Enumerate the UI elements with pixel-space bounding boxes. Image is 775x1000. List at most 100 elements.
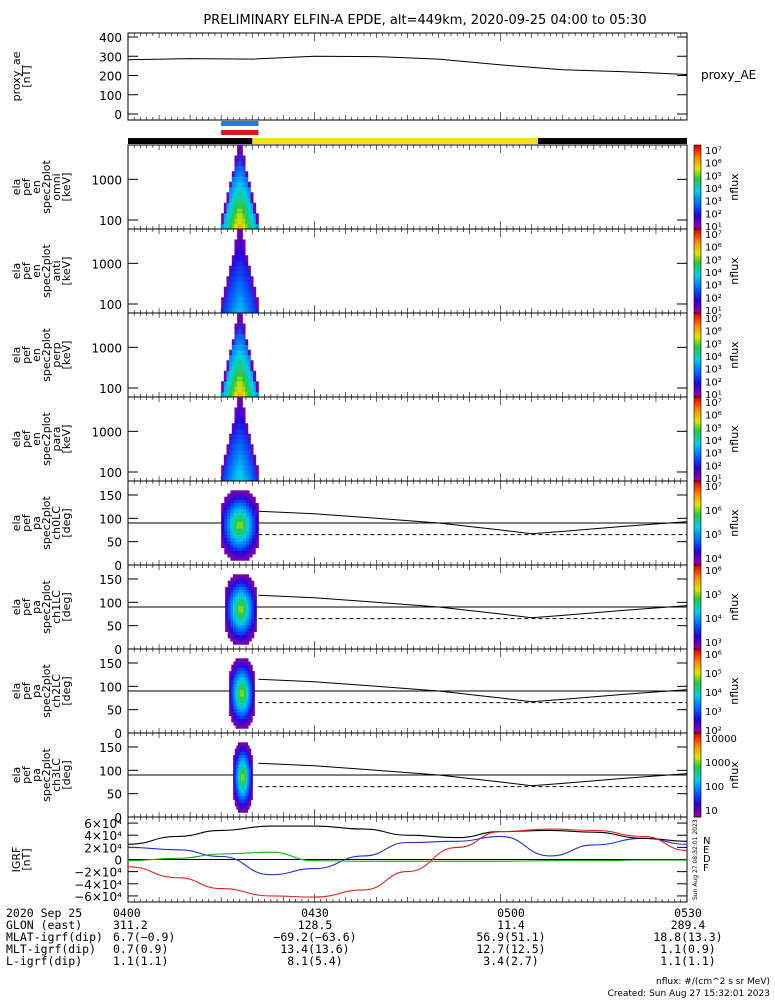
spectrogram-cell (239, 370, 243, 377)
pitch-angle-cell (236, 493, 241, 498)
colorbar-swatch (694, 470, 701, 474)
colorbar-swatch (694, 155, 701, 159)
colorbar-swatch (694, 613, 701, 616)
pitch-angle-cell (237, 661, 241, 666)
pitch-angle-cell (242, 758, 245, 762)
colorbar-swatch (694, 357, 701, 360)
pitch-angle-cell (224, 525, 228, 529)
pitch-angle-cell (252, 525, 256, 529)
pitch-angle-cell (240, 583, 244, 588)
spectrogram-cell (250, 449, 254, 456)
colorbar-tick-label: 10⁷ (705, 146, 722, 157)
pitch-angle-cell (239, 496, 244, 501)
colorbar-swatch (694, 527, 701, 530)
colorbar-swatch (694, 336, 701, 339)
pitch-angle-cell (242, 761, 245, 766)
spectrogram-cell (229, 218, 233, 225)
y-tick-label: 100 (99, 382, 122, 396)
spectrogram-cell (237, 313, 241, 319)
pitch-angle-cell (227, 534, 231, 539)
spectrogram-cell (242, 276, 246, 282)
pitch-angle-cell (244, 770, 247, 775)
pitch-angle-cell (242, 799, 245, 804)
y-axis-label-line: [keV] (60, 341, 73, 370)
pitch-angle-cell (232, 606, 236, 610)
pitch-angle-cell (248, 609, 252, 613)
proxy-ae-series-label: proxy_AE (701, 68, 756, 82)
colorbar-swatch (694, 672, 701, 675)
colorbar-swatch (694, 432, 701, 436)
spectrogram-cell (226, 307, 230, 314)
spectrogram-cell (250, 281, 254, 288)
spectrogram-cell (223, 292, 227, 298)
footer-value: 8.1(5.4) (287, 954, 342, 968)
pitch-angle-cell (244, 793, 247, 797)
colorbar-swatch (694, 384, 701, 387)
pitch-angle-cell (255, 518, 259, 523)
colorbar-swatch (694, 346, 701, 350)
pitch-angle-cell (246, 515, 250, 520)
pitch-angle-cell (241, 712, 245, 717)
pitch-angle-cell (248, 699, 251, 704)
spectrogram-cell (245, 465, 249, 471)
pitch-angle-cell (247, 770, 250, 775)
pitch-angle-cell (236, 780, 239, 785)
pitch-angle-cell (236, 805, 239, 810)
pitch-angle-cell (224, 534, 228, 539)
pitch-angle-cell (252, 550, 256, 555)
science-zone-red (221, 130, 259, 135)
pitch-angle-cell (232, 587, 236, 591)
pitch-angle-cell (233, 706, 236, 710)
colorbar-swatch (694, 145, 701, 148)
pitch-angle-cell (221, 506, 225, 510)
pitch-angle-cell (234, 793, 237, 797)
pitch-angle-cell (246, 802, 249, 807)
pitch-angle-cell (221, 515, 225, 520)
spectrogram-cell (247, 360, 251, 366)
pitch-angle-cell (253, 625, 257, 629)
pitch-angle-cell (247, 799, 250, 804)
colorbar-swatch (694, 512, 701, 516)
colorbar-tick-label: 1000 (705, 758, 730, 769)
spectrogram-cell (237, 397, 241, 403)
pitch-angle-cell (248, 715, 251, 720)
colorbar-tick-label: 10⁵ (705, 255, 722, 266)
spectrogram-cell (237, 244, 241, 251)
spectrogram-cell (239, 202, 243, 209)
pitch-angle-cell (241, 696, 245, 701)
pitch-angle-cell (239, 538, 244, 542)
spectrogram-cell (245, 255, 249, 261)
colorbar-swatch (694, 735, 701, 738)
colorbar-swatch (694, 640, 701, 644)
pitch-angle-cell (246, 748, 249, 753)
pitch-angle-cell (241, 706, 245, 710)
spectrogram-cell (237, 381, 241, 387)
pitch-angle-cell (221, 518, 225, 523)
spectrogram-cell (239, 428, 243, 435)
pitch-angle-cell (233, 512, 238, 517)
pitch-angle-cell (243, 612, 247, 617)
spectrogram-cell (223, 223, 227, 230)
spectrogram-cell (234, 423, 238, 429)
pitch-angle-cell (243, 686, 247, 691)
pitch-angle-cell (233, 780, 236, 785)
pitch-angle-cell (242, 531, 247, 536)
pitch-angle-cell (234, 764, 237, 769)
spectrogram-cell (226, 281, 230, 288)
spectrogram-cell (255, 475, 259, 482)
pitch-angle-cell (243, 699, 247, 704)
pitch-angle-cell (236, 770, 239, 775)
y-tick-label: 100 (99, 298, 122, 312)
pitch-angle-cell (246, 503, 250, 507)
y-axis-label-line: [deg] (60, 676, 73, 705)
colorbar-swatch (694, 680, 701, 684)
pitch-angle-cell (243, 674, 247, 678)
spectrogram-cell (253, 475, 257, 482)
spectrogram-cell (229, 465, 233, 471)
footer-value: −69.2(−63.6) (273, 930, 356, 944)
pitch-angle-cell (250, 790, 253, 794)
pitch-angle-cell (242, 538, 247, 542)
colorbar-swatch (694, 195, 701, 198)
y-axis-label-line: pef (20, 765, 33, 784)
pitch-angle-cell (242, 518, 247, 523)
